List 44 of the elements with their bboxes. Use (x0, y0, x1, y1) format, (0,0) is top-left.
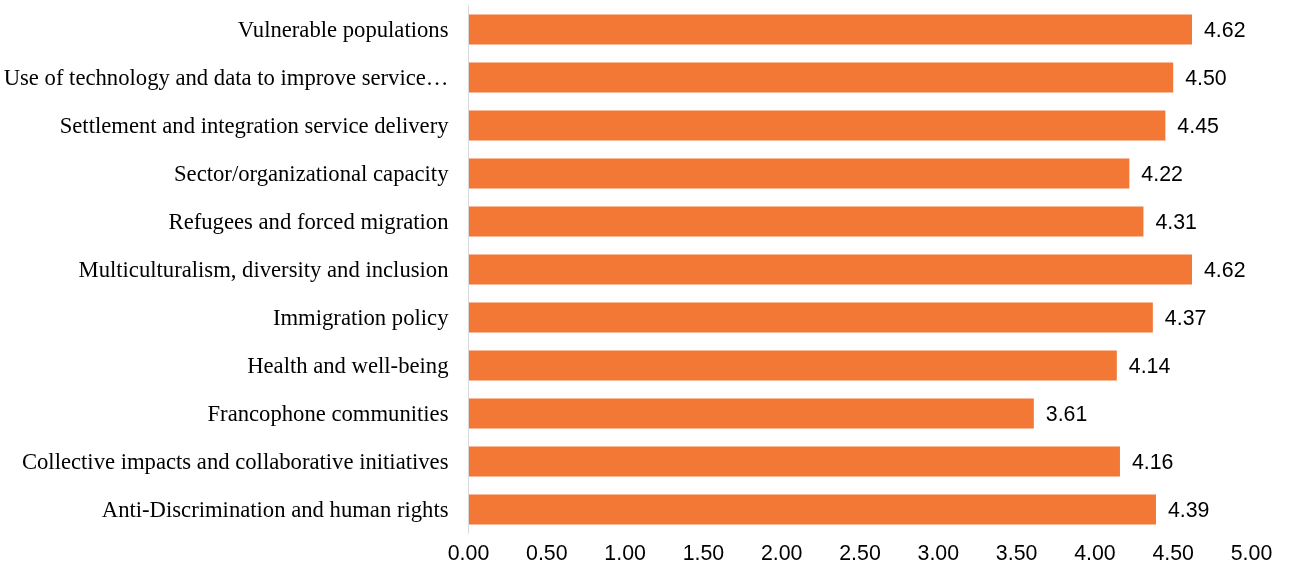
bar (468, 14, 1192, 45)
data-label: 4.37 (1164, 306, 1207, 330)
y-tick-label: Immigration policy (272, 305, 450, 330)
y-tick-label: Settlement and integration service delivery (59, 113, 450, 138)
bar (468, 62, 1174, 93)
data-label: 4.62 (1203, 18, 1246, 42)
y-tick-label: Refugees and forced migration (168, 209, 449, 234)
bar (468, 158, 1130, 189)
bar (468, 350, 1117, 381)
y-tick-label: Anti-Discrimination and human rights (101, 497, 449, 522)
x-tick-label: 0.50 (526, 540, 568, 562)
data-label: 4.14 (1128, 354, 1171, 378)
y-tick-label: Use of technology and data to improve service… (3, 65, 449, 90)
x-tick-label: 1.00 (604, 540, 646, 562)
x-tick-label: 3.00 (917, 540, 960, 562)
x-tick-label: 2.50 (839, 540, 881, 562)
bar (468, 446, 1120, 477)
data-label: 4.39 (1167, 498, 1210, 522)
data-label: 4.50 (1185, 66, 1227, 90)
bar (468, 206, 1144, 237)
bar (468, 494, 1156, 525)
bar (468, 302, 1153, 333)
y-tick-label: Multiculturalism, diversity and inclusion (78, 257, 449, 282)
bar (468, 254, 1192, 285)
x-tick-label: 1.50 (682, 540, 725, 562)
data-label: 4.16 (1131, 450, 1174, 474)
x-tick-label: 2.00 (760, 540, 803, 562)
x-tick-label: 3.50 (995, 540, 1038, 562)
x-tick-label: 4.00 (1074, 540, 1116, 562)
bar (468, 110, 1166, 141)
y-tick-label: Health and well-being (247, 353, 449, 378)
data-label: 4.62 (1203, 258, 1246, 282)
data-label: 4.22 (1141, 162, 1183, 186)
y-tick-label: Francophone communities (207, 401, 449, 426)
y-tick-label: Vulnerable populations (237, 17, 449, 42)
x-tick-label: 0.00 (447, 540, 490, 562)
data-label: 4.45 (1177, 114, 1219, 138)
x-tick-label: 4.50 (1152, 540, 1195, 562)
data-label: 3.61 (1045, 402, 1088, 426)
bar (468, 398, 1034, 429)
y-tick-label: Sector/organizational capacity (174, 161, 450, 186)
data-label: 4.31 (1155, 210, 1197, 234)
x-tick-label: 5.00 (1230, 540, 1273, 562)
y-tick-label: Collective impacts and collaborative initiatives (21, 449, 449, 474)
